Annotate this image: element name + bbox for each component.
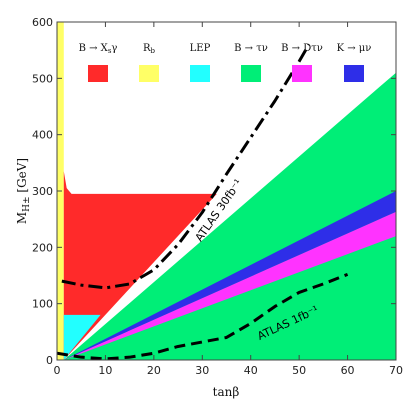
x-tick-label: 20 xyxy=(147,364,161,377)
legend-swatch-r-b xyxy=(139,65,159,82)
legend-swatch-b xyxy=(241,65,261,82)
legend-swatch-b-x-s xyxy=(88,65,108,82)
x-tick-label: 50 xyxy=(292,364,306,377)
legend-label-r-b: Rb xyxy=(143,43,156,55)
legend-swatch-lep xyxy=(190,65,210,82)
legend-label-k: K → μν xyxy=(337,43,372,54)
series-line-atlas-1fb xyxy=(57,272,349,360)
x-tick-label: 60 xyxy=(341,364,355,377)
legend-label-lep: LEP xyxy=(190,43,211,54)
legend-swatch-k xyxy=(344,65,364,82)
x-tick-label: 30 xyxy=(195,364,209,377)
region-b-d xyxy=(63,211,396,360)
region-lep xyxy=(63,314,101,360)
x-tick-label: 0 xyxy=(54,364,61,377)
y-tick-label: 300 xyxy=(32,185,53,198)
regions-group xyxy=(57,22,396,360)
series-line-atlas-30fb xyxy=(61,43,311,290)
x-tick-label: 10 xyxy=(98,364,112,377)
y-axis-title: MH± [GeV] xyxy=(15,158,32,224)
x-tick-label: 70 xyxy=(389,364,403,377)
legend: B → Xsγ Rb LEP B → τν B → Dτν K → μν xyxy=(79,43,372,82)
y-tick-label: 400 xyxy=(32,129,53,142)
y-tick-label: 100 xyxy=(32,298,53,311)
y-tick-label: 500 xyxy=(32,72,53,85)
y-tick-label: 0 xyxy=(46,354,53,367)
series-group xyxy=(57,43,349,360)
region-b xyxy=(63,72,396,360)
y-tick-label: 200 xyxy=(32,241,53,254)
region-b-x-s xyxy=(63,171,217,360)
legend-label-b-d: B → Dτν xyxy=(281,43,323,54)
x-axis-title: tanβ xyxy=(213,385,240,399)
y-tick-label: 600 xyxy=(32,16,53,29)
ticks-group: 0 10 20 30 40 50 60 70 0 100 200 300 400 500 600 xyxy=(32,16,403,377)
x-tick-label: 40 xyxy=(244,364,258,377)
legend-label-b-x-s: B → Xsγ xyxy=(79,43,118,55)
legend-label-b: B → τν xyxy=(234,43,268,54)
region-k xyxy=(63,191,396,360)
legend-swatch-b-d xyxy=(292,65,312,82)
